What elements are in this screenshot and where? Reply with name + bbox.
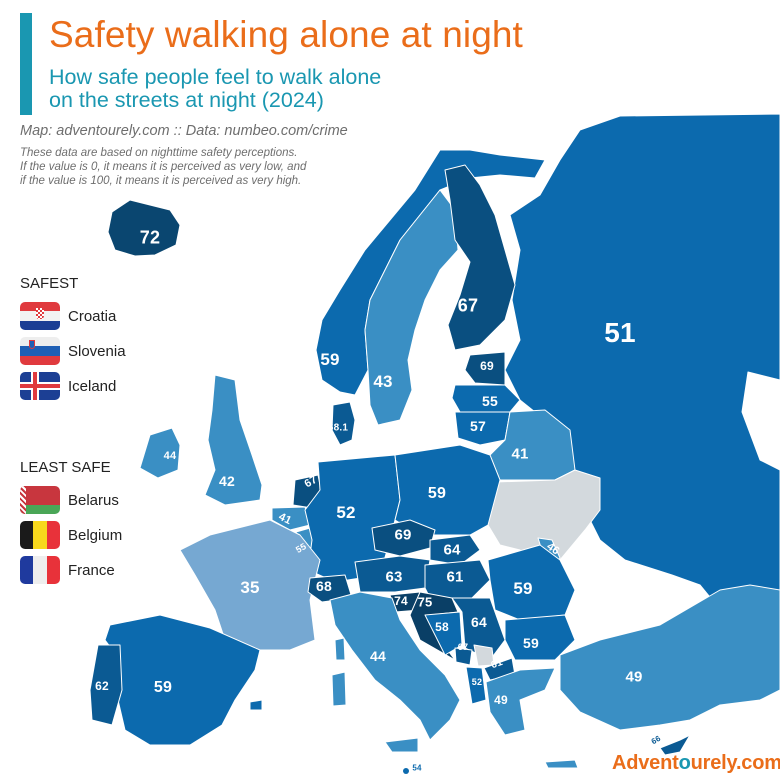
label-bosnia: 58 [435,620,449,634]
region-bulgaria[interactable] [504,614,576,661]
label-finland: 67 [457,295,479,316]
label-slovenia: 74 [394,594,408,608]
legend-label-france: France [68,561,115,579]
accent-bar [20,13,32,115]
label-austria: 63 [385,568,403,586]
region-malta[interactable] [403,768,409,774]
brand-logo: Adventourely.com [612,752,780,775]
note-line-2: If the value is 0, it means it is percei… [20,161,307,173]
brand-o: o [678,752,691,774]
region-denmark[interactable] [331,401,356,446]
region-iceland[interactable] [107,199,181,257]
croatia-flag-icon [20,302,60,330]
label-switzerland: 68 [316,578,332,594]
legend-label-belgium: Belgium [68,526,123,544]
label-hungary: 61 [446,568,464,586]
region-slovakia[interactable] [429,534,481,566]
label-bulgaria: 59 [523,635,539,651]
legend-label-croatia: Croatia [68,307,117,325]
legend-item-france: France [20,556,115,584]
label-latvia: 55 [482,393,498,409]
region-italy[interactable] [329,591,461,741]
label-poland: 59 [427,485,447,502]
region-sardinia [331,671,347,707]
legend-label-slovenia: Slovenia [68,342,126,360]
belarus-flag-icon [20,486,60,514]
label-malta: 54 [412,763,422,773]
label-romania: 59 [513,579,533,598]
region-sicily [384,737,419,753]
label-denmark: 68.1 [327,422,349,434]
legend-item-belgium: Belgium [20,521,122,549]
region-lithuania[interactable] [454,411,511,446]
brand-prefix: Advent [612,752,679,774]
legend-safest-heading: SAFEST [20,275,79,292]
legend-item-croatia: Croatia [20,302,116,330]
label-lithuania: 57 [470,418,486,434]
label-belarus: 41 [511,445,529,463]
label-croatia: 75 [417,594,433,610]
region-albania[interactable] [465,666,487,705]
label-spain: 59 [153,679,173,696]
label-sweden: 43 [373,372,393,391]
region-russia[interactable] [504,113,780,661]
region-sweden[interactable] [364,189,459,426]
region-crete [544,759,579,769]
label-iceland: 72 [139,227,161,248]
region-turkey[interactable] [559,584,780,731]
label-greece: 49 [494,693,508,707]
methodology-note: These data are based on nighttime safety… [20,146,350,188]
brand-suffix: urely.com [690,752,780,774]
legend-least-safe-heading: LEAST SAFE [20,459,111,476]
legend-item-belarus: Belarus [20,486,119,514]
page-subtitle: How safe people feel to walk alone on th… [49,66,381,112]
region-uk[interactable] [204,374,263,506]
region-bosnia[interactable] [424,611,463,656]
region-greece[interactable] [485,667,556,736]
label-serbia: 64 [471,614,487,630]
region-balearics [249,699,263,711]
region-poland[interactable] [394,444,501,536]
label-russia: 51 [604,317,636,348]
label-ireland: 44 [163,450,177,462]
region-montenegro[interactable] [454,647,473,666]
subtitle-line-1: How safe people feel to walk alone [49,65,382,89]
slovenia-flag-icon [20,337,60,365]
region-france[interactable] [179,519,321,651]
iceland-flag-icon [20,372,60,400]
region-ukraine[interactable] [487,469,601,563]
subtitle-line-2: on the streets at night (2024) [49,88,324,112]
label-italy: 44 [370,648,386,664]
region-ireland[interactable] [139,427,181,479]
region-belgium[interactable] [271,506,311,531]
region-estonia[interactable] [464,351,506,386]
label-estonia: 69 [480,359,494,373]
label-albania: 52 [471,677,483,687]
label-germany: 52 [336,503,356,522]
note-line-1: These data are based on nighttime safety… [20,147,298,159]
legend-label-iceland: Iceland [68,377,117,395]
label-portugal: 62 [95,679,109,693]
label-uk: 42 [219,473,235,489]
legend-label-belarus: Belarus [68,491,119,509]
label-czechia: 69 [394,526,412,544]
label-slovakia: 64 [443,541,461,559]
region-finland[interactable] [444,164,516,351]
france-flag-icon [20,556,60,584]
region-corsica [334,637,346,661]
region-portugal[interactable] [89,644,123,726]
belgium-flag-icon [20,521,60,549]
label-france: 35 [240,578,260,597]
page-title: Safety walking alone at night [49,14,523,55]
source-credit: Map: adventourely.com :: Data: numbeo.co… [20,123,348,139]
label-norway: 59 [320,350,340,369]
label-montenegro: 67 [457,642,469,652]
note-line-3: if the value is 100, it means it is perc… [20,175,302,187]
region-cyprus[interactable] [659,734,691,756]
legend-item-iceland: Iceland [20,372,116,400]
legend-item-slovenia: Slovenia [20,337,126,365]
label-turkey: 49 [625,668,643,686]
